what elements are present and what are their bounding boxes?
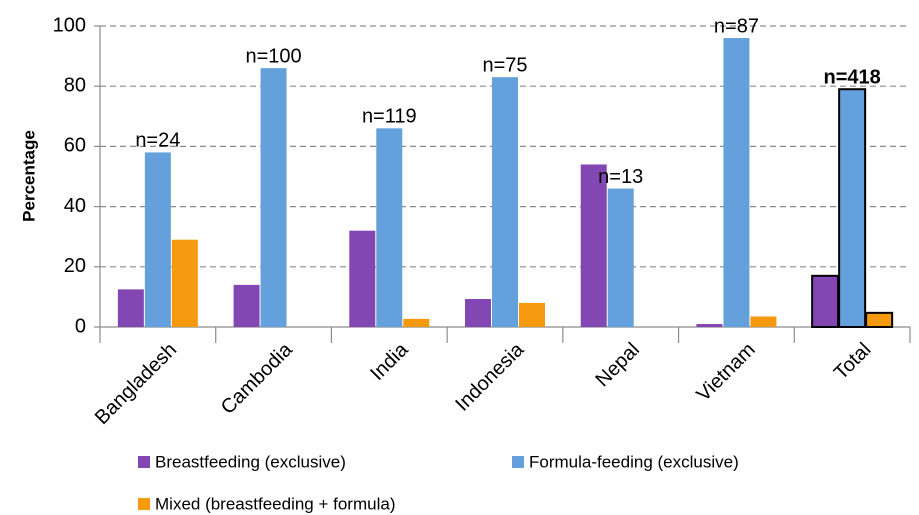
legend-text: Mixed (breastfeeding + formula) <box>155 494 395 513</box>
x-tick-label: Total <box>830 339 875 384</box>
bar <box>233 284 260 327</box>
y-tick-label: 60 <box>64 135 86 157</box>
x-tick-label: Indonesia <box>451 338 529 416</box>
annotation: n=13 <box>598 166 643 188</box>
y-tick-label: 0 <box>75 315 86 337</box>
legend-text: Formula-feeding (exclusive) <box>529 452 739 471</box>
bar <box>260 68 287 327</box>
bar <box>696 323 723 327</box>
bar <box>580 164 607 327</box>
x-tick-label: Nepal <box>591 339 644 392</box>
bar <box>349 230 376 327</box>
bar <box>403 318 430 327</box>
legend-text: Breastfeeding (exclusive) <box>155 452 346 471</box>
legend-swatch <box>512 456 524 468</box>
bar <box>519 302 545 327</box>
y-tick-label: 40 <box>64 195 86 217</box>
annotation: n=100 <box>245 45 301 67</box>
legend-swatch <box>138 498 150 510</box>
bar <box>750 316 777 327</box>
bar <box>465 299 491 327</box>
bar <box>144 152 171 327</box>
bar <box>117 289 144 327</box>
annotation: n=119 <box>362 106 417 128</box>
bar <box>811 274 840 328</box>
y-tick-label: 80 <box>64 74 86 96</box>
annotation: n=418 <box>824 66 881 88</box>
y-axis-label: Percentage <box>19 130 38 222</box>
bar <box>492 77 518 327</box>
annotation: n=24 <box>135 130 180 152</box>
x-tick-label: Bangladesh <box>91 339 181 429</box>
y-tick-label: 20 <box>64 255 86 277</box>
annotation: n=87 <box>714 15 759 37</box>
legend-swatch <box>138 456 150 468</box>
bar <box>723 38 750 327</box>
x-tick-label: India <box>366 338 413 385</box>
bar <box>865 311 894 328</box>
bar <box>171 239 198 327</box>
y-tick-label: 100 <box>53 14 86 36</box>
bar <box>376 128 403 327</box>
bar <box>838 88 867 328</box>
bar <box>607 188 634 327</box>
annotation: n=75 <box>482 54 527 76</box>
x-tick-label: Vietnam <box>693 339 760 406</box>
x-tick-label: Cambodia <box>217 338 298 419</box>
